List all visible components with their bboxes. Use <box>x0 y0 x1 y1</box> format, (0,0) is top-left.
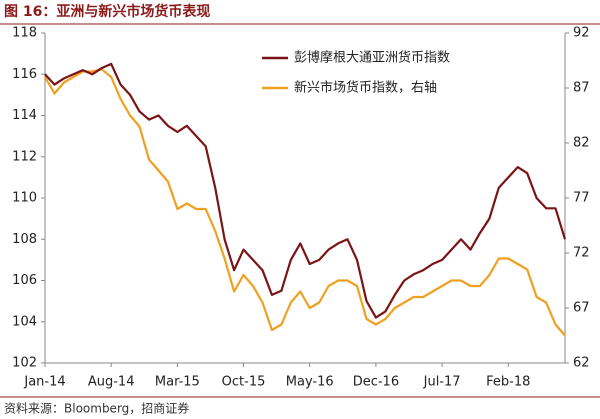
y2-tick-label: 62 <box>573 356 590 371</box>
x-tick-label: Mar-15 <box>155 375 200 390</box>
legend-label: 彭博摩根大通亚洲货币指数 <box>294 50 450 66</box>
y2-tick-label: 67 <box>573 301 590 316</box>
chart-title: 图 16：亚洲与新兴市场货币表现 <box>4 3 210 20</box>
x-tick-label: Aug-14 <box>88 375 135 390</box>
y-tick-label: 116 <box>12 67 37 82</box>
y-tick-label: 102 <box>12 356 37 371</box>
x-tick-label: May-16 <box>286 375 334 390</box>
y2-tick-label: 77 <box>573 191 590 206</box>
y2-tick-label: 82 <box>573 136 590 151</box>
y2-tick-label: 72 <box>573 246 590 261</box>
y-tick-label: 106 <box>12 273 37 288</box>
source-note: 资料来源：Bloomberg，招商证券 <box>4 401 189 416</box>
x-tick-label: Dec-16 <box>353 375 399 390</box>
series-line <box>44 62 567 319</box>
x-tick-label: Feb-18 <box>486 375 530 390</box>
x-tick-label: Oct-15 <box>222 375 266 390</box>
y-tick-label: 110 <box>12 191 37 206</box>
series-line <box>44 68 566 337</box>
y-tick-label: 104 <box>12 314 37 329</box>
x-tick-label: Jan-14 <box>23 375 65 390</box>
y-tick-label: 108 <box>12 232 37 247</box>
legend-label: 新兴市场货币指数，右轴 <box>294 80 437 96</box>
y2-tick-label: 92 <box>573 26 590 41</box>
y2-tick-label: 87 <box>573 81 590 96</box>
y-tick-label: 114 <box>12 108 37 123</box>
x-tick-label: Jul-17 <box>423 375 461 390</box>
y-tick-label: 112 <box>12 149 37 164</box>
y-tick-label: 118 <box>12 26 37 41</box>
